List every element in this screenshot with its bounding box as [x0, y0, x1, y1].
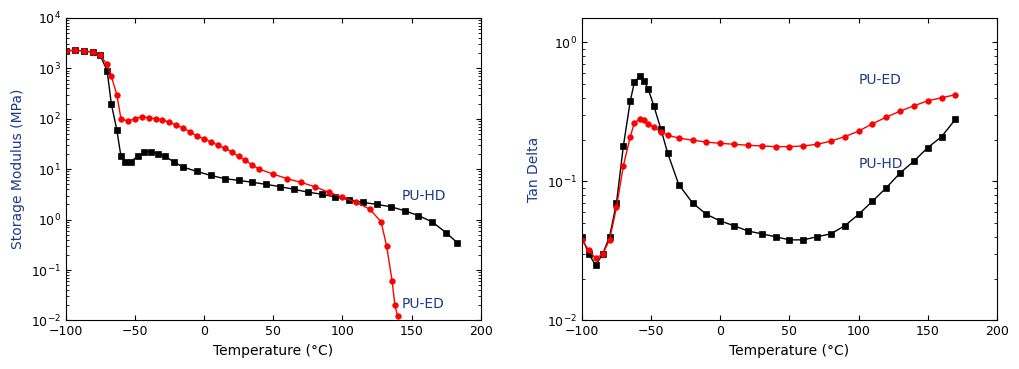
Y-axis label: Tan Delta: Tan Delta [527, 137, 541, 202]
Y-axis label: Storage Modulus (MPa): Storage Modulus (MPa) [11, 89, 25, 249]
Text: PU-ED: PU-ED [401, 297, 444, 311]
X-axis label: Temperature (°C): Temperature (°C) [729, 344, 849, 358]
Text: PU-ED: PU-ED [858, 73, 901, 87]
Text: PU-HD: PU-HD [858, 157, 902, 171]
X-axis label: Temperature (°C): Temperature (°C) [213, 344, 333, 358]
Text: PU-HD: PU-HD [401, 189, 446, 203]
